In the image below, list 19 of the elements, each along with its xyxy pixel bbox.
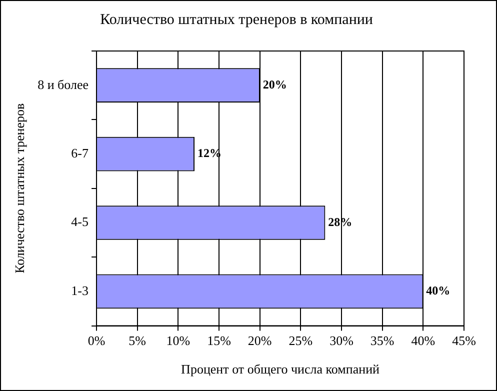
y-tick-label: 1-3 (71, 282, 89, 298)
x-axis-title: Процент от общего числа компаний (181, 362, 380, 377)
x-tick-label: 40% (411, 333, 436, 348)
x-tick-label: 25% (288, 333, 313, 348)
y-axis-title: Количество штатных тренеров (12, 103, 28, 274)
y-tick-label: 8 и более (38, 76, 89, 92)
x-tick-label: 20% (248, 333, 272, 348)
x-tick-label: 15% (207, 333, 232, 348)
x-tick-label: 45% (452, 333, 476, 348)
y-tick-label: 6-7 (71, 145, 90, 160)
data-label: 40% (426, 284, 450, 298)
x-tick-label: 5% (128, 333, 146, 348)
data-label: 20% (262, 77, 287, 92)
chart-title: Количество штатных тренеров в компании (100, 12, 373, 28)
x-tick-label: 0% (88, 333, 106, 348)
x-tick-label: 30% (330, 333, 354, 348)
x-tick-label: 35% (370, 333, 394, 348)
y-tick-label: 4-5 (71, 214, 89, 230)
x-tick-label: 10% (166, 333, 190, 348)
